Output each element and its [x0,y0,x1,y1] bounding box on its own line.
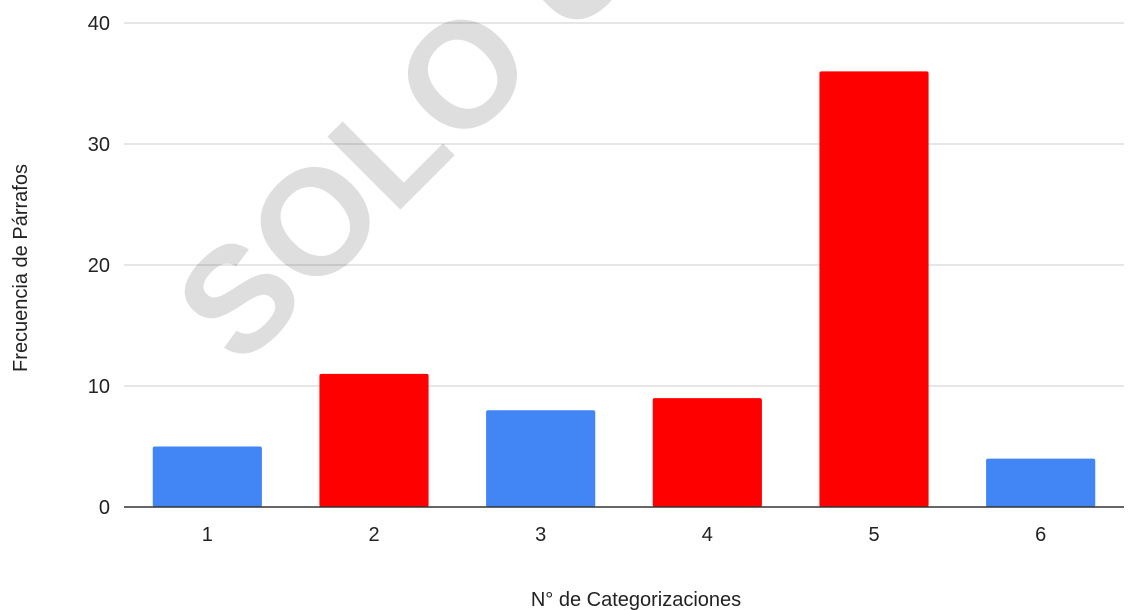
x-tick-label: 6 [1035,524,1046,546]
x-tick-label: 1 [202,524,213,546]
bar-2 [319,373,429,507]
bar-5 [819,71,929,508]
x-tick-label: 3 [535,524,546,546]
watermark: SOLO USO [144,0,823,393]
y-tick-label: 10 [88,376,110,398]
y-tick-label: 0 [99,497,110,519]
x-tick-label: 5 [868,524,879,546]
x-tick-label: 2 [368,524,379,546]
bar-1 [152,446,262,507]
bars [152,71,1096,508]
y-tick-label: 40 [88,13,110,35]
y-tick-labels: 0 10 20 30 40 [88,13,110,519]
y-tick-label: 30 [88,134,110,156]
y-tick-label: 20 [88,255,110,277]
bar-3 [486,410,596,507]
x-axis-title: N° de Categorizaciones [531,589,741,610]
gridlines [124,22,1124,387]
x-tick-labels: 1 2 3 4 5 6 [202,524,1046,546]
y-axis-title: Frecuencia de Párrafos [10,164,32,372]
x-tick-label: 4 [702,524,713,546]
bar-6 [986,458,1096,507]
bar-4 [652,398,762,507]
